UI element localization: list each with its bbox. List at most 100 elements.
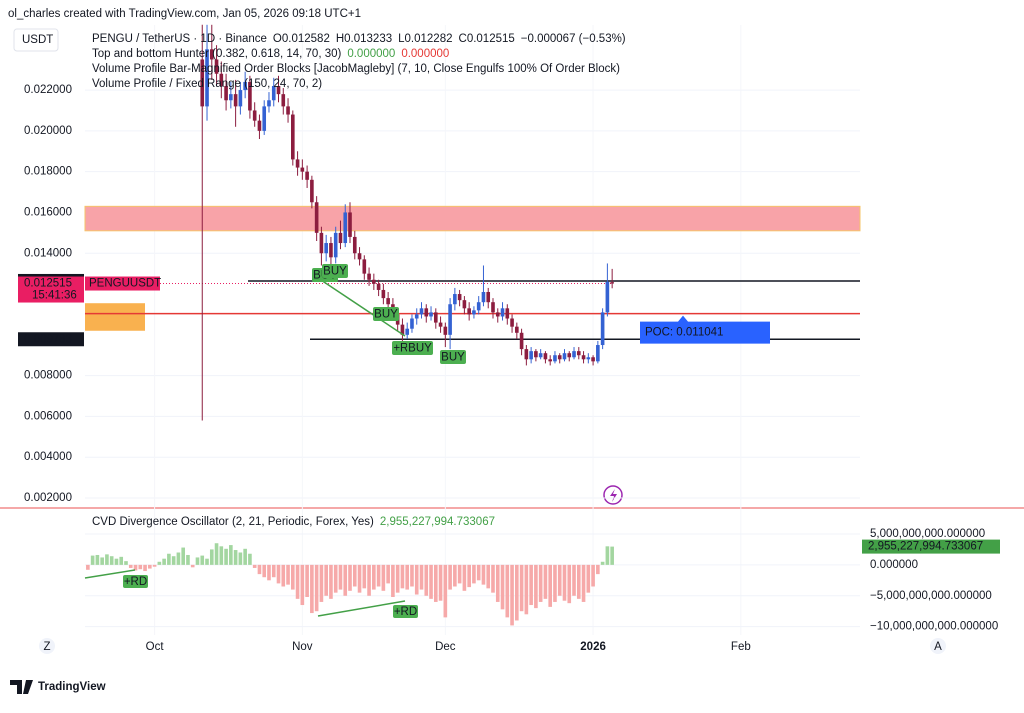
candle-body — [491, 302, 495, 313]
ohlc-value: 0.012515 — [467, 33, 515, 45]
osc-bar — [109, 556, 114, 565]
candle-body — [271, 85, 276, 101]
candle-body — [281, 94, 286, 107]
osc-bar — [414, 564, 419, 595]
currency-box[interactable] — [13, 28, 59, 52]
signal-label: BUY — [441, 352, 465, 364]
currency: USDT — [22, 34, 53, 46]
candle-body — [529, 351, 533, 360]
osc-bar — [229, 545, 233, 565]
candle-body — [424, 308, 429, 317]
candle-body — [209, 49, 214, 60]
candle-body — [324, 243, 328, 254]
candle-body — [495, 312, 500, 317]
signal-label: BUY — [408, 343, 432, 355]
osc-bar — [424, 564, 429, 596]
signal-box — [407, 341, 433, 355]
candle-body — [248, 81, 252, 111]
candle-body — [562, 353, 567, 360]
scale-button-label: A — [934, 641, 942, 653]
candle-body — [329, 243, 333, 258]
candle-body — [453, 294, 457, 305]
osc-bar — [148, 564, 152, 569]
candle-body — [267, 100, 271, 107]
osc-bar — [295, 564, 300, 599]
osc-bar — [462, 564, 467, 591]
ohlc-key: C — [459, 33, 467, 45]
osc-value: 2,955,227,994.733067 — [380, 516, 495, 528]
candle-body — [362, 259, 367, 274]
osc-signal-box — [393, 605, 418, 618]
osc-bar — [395, 564, 400, 593]
indicator-name: Top and bottom Hunter (0.382, 0.618, 14,… — [92, 48, 342, 60]
osc-bar — [162, 558, 166, 565]
candle-body — [200, 59, 205, 107]
osc-bar — [562, 564, 567, 601]
candle-body — [433, 312, 438, 323]
osc-bar — [500, 564, 505, 610]
osc-bar — [372, 564, 376, 590]
osc-bar — [190, 564, 195, 568]
osc-bar — [224, 548, 228, 565]
candle-body — [438, 322, 443, 327]
indicator-line: Top and bottom Hunter (0.382, 0.618, 14,… — [92, 48, 449, 60]
scale-button[interactable] — [930, 638, 946, 654]
osc-bar — [243, 548, 247, 565]
poc-box — [640, 315, 770, 344]
candle-body — [343, 212, 348, 244]
osc-bar — [333, 564, 338, 593]
x-tick-label: 2026 — [580, 641, 606, 653]
candle-body — [233, 94, 238, 107]
osc-bar — [529, 564, 533, 606]
candle-body — [476, 302, 481, 311]
osc-bar — [400, 564, 405, 589]
candle-body — [262, 106, 267, 131]
osc-bar — [124, 561, 128, 565]
osc-bar — [524, 564, 529, 615]
osc-bar — [281, 564, 286, 587]
legend-line: PENGU / TetherUS · 1D · Binance O0.012582… — [92, 33, 626, 45]
osc-bar — [186, 554, 190, 565]
osc-bar — [152, 564, 157, 567]
osc-bar — [443, 564, 448, 618]
candle-body — [572, 351, 576, 358]
symbol-name: PENGU / TetherUS · 1D · Binance — [92, 33, 267, 45]
osc-bar — [572, 564, 576, 596]
osc-bar — [90, 555, 95, 565]
y-tick-label: 0.002000 — [24, 492, 72, 504]
candle-body — [557, 355, 562, 360]
candle-body — [338, 232, 343, 244]
osc-bar — [157, 561, 162, 565]
osc-bar — [348, 564, 352, 591]
ohlc-value: 0.012282 — [405, 33, 453, 45]
osc-bar — [534, 564, 538, 609]
candle-body — [481, 291, 486, 303]
candle-body — [333, 232, 338, 258]
candle-body — [596, 345, 600, 362]
osc-bar — [491, 564, 495, 593]
candle-body — [219, 73, 224, 86]
last-price-label: 0.012515 — [24, 278, 72, 290]
candle-body — [448, 304, 452, 335]
y-tick-label: 0.006000 — [24, 410, 72, 422]
signal-box — [440, 350, 466, 364]
scale-button[interactable] — [39, 638, 55, 654]
osc-bar — [553, 564, 557, 602]
osc-bar — [286, 564, 290, 585]
osc-bar — [352, 564, 357, 587]
candle-body — [214, 59, 219, 74]
ohlc-value: 0.013233 — [344, 33, 392, 45]
osc-bar — [557, 564, 562, 596]
osc-bar — [586, 564, 591, 593]
scale-button-label: Z — [43, 641, 50, 653]
osc-bar — [567, 564, 572, 604]
ohlc-value: 0.012582 — [282, 33, 330, 45]
candle-body — [414, 314, 419, 319]
candle-body — [352, 236, 357, 254]
candle-body — [472, 310, 476, 315]
candle-body — [400, 324, 405, 335]
osc-y-tick-label: −5,000,000,000.000000 — [870, 590, 992, 602]
osc-bar — [448, 564, 452, 590]
candle-body — [367, 273, 371, 280]
